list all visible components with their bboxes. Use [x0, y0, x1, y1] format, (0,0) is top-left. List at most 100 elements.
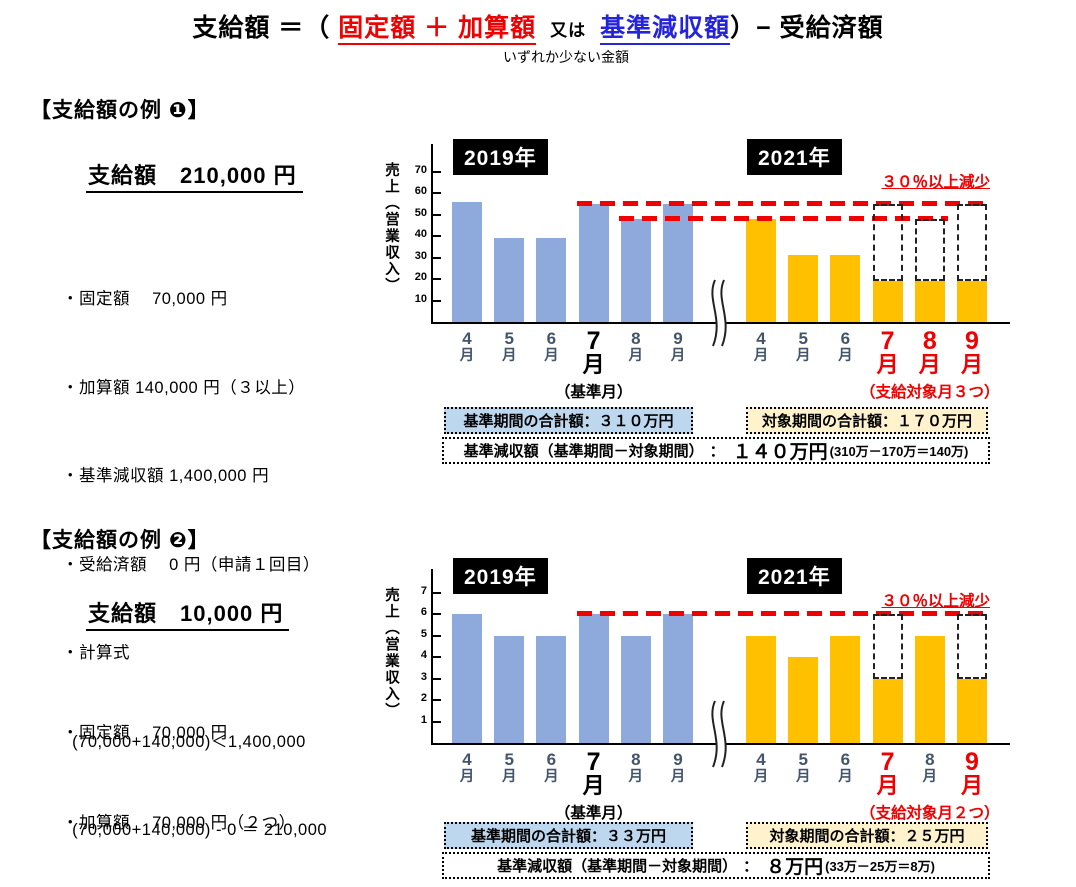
bar-2019年-9月 — [663, 614, 693, 743]
bar-2021年-7月 — [872, 678, 903, 743]
reference-line-55 — [576, 200, 990, 206]
bar-2021年-4月 — [746, 635, 776, 743]
target-months-note: （支給対象月３つ） — [860, 384, 1000, 401]
bar-2019年-7月 — [578, 614, 609, 743]
y-tick-mark — [433, 170, 441, 173]
y-tick-mark — [433, 213, 441, 216]
bar-2021年-5月 — [788, 255, 819, 322]
y-tick-label: 50 — [414, 206, 427, 219]
year-chip-2021年: 2021年 — [747, 139, 842, 175]
detail-line: ・基準減収額 1,400,000 円 — [62, 467, 270, 485]
bar-2019年-4月 — [452, 201, 482, 322]
y-tick-mark — [433, 699, 441, 701]
detail-line: (70,000+140,000) - 0 ＝ 210,000 — [62, 821, 328, 839]
decline-annotation: ３０％以上減少 — [881, 593, 990, 610]
y-tick-label: 40 — [414, 228, 427, 240]
bar-2021年-7月 — [872, 281, 903, 322]
y-tick-label: 7 — [420, 584, 427, 597]
bar-2019年-7月 — [578, 203, 609, 322]
base-period-total-box-2: 基準期間の合計額：３３万円 — [444, 822, 693, 849]
example-1-amount: 支給額 210,000 円 — [86, 158, 303, 193]
formula-title: 支給額 ＝（ 固定額 ＋ 加算額 又は 基準減収額）− 受給済額 — [0, 8, 1076, 45]
bar-2019年-8月 — [620, 635, 651, 743]
y-tick-label: 3 — [420, 670, 427, 683]
y-axis-label: 売上（営業収入） — [383, 587, 399, 719]
detail-line: (70,000+140,000)＜1,400,000 — [62, 732, 306, 751]
y-tick-mark — [433, 634, 441, 637]
result-label: 基準減収額（基準期間－対象期間） — [463, 443, 704, 460]
example-2-amount-text: 支給額 10,000 円 — [86, 601, 290, 631]
y-tick-label: 10 — [414, 292, 427, 305]
ghost-bar-9月 — [957, 203, 987, 282]
detail-line: ・加算額 140,000 円（３以上） — [62, 378, 306, 397]
y-axis-label: 売上（営業収入） — [383, 162, 399, 294]
base-decrease-result-box-2: 基準減収額（基準期間－対象期間） ： ８万円 (33万－25万＝8万) — [442, 852, 990, 879]
y-tick-mark — [433, 720, 441, 723]
y-axis-line — [431, 569, 433, 743]
example-1-details: ・固定額 70,000 円 ・加算額 140,000 円（３以上） ・基準減収額… — [62, 226, 327, 887]
y-tick-label: 4 — [420, 649, 427, 661]
y-tick-label: 6 — [420, 606, 427, 618]
reference-line-48 — [618, 215, 948, 221]
y-tick-mark — [433, 613, 441, 615]
y-tick-mark — [433, 591, 441, 594]
result-value: １４０万円 — [732, 442, 828, 463]
y-tick-label: 5 — [420, 627, 427, 640]
example-2-amount: 支給額 10,000 円 — [86, 596, 290, 631]
sales-chart-example-2: 売上（営業収入） 1 2 3 4 5 6 7 2019年 2021年 4 月 5 月 6 月 7 月 8 月 9 月 4 月 5… — [380, 555, 1076, 887]
bar-2021年-9月 — [957, 678, 987, 743]
result-label: 基準減収額（基準期間－対象期間） — [497, 858, 738, 875]
year-chip-2021年: 2021年 — [747, 558, 842, 594]
y-tick-label: 70 — [414, 163, 427, 176]
base-decrease-result-box-1: 基準減収額（基準期間－対象期間） ： １４０万円 (310万－170万＝140万… — [442, 437, 990, 464]
bar-2021年-9月 — [957, 281, 987, 322]
y-tick-label: 60 — [414, 185, 427, 197]
detail-line: ・加算額 70,000 円（２つ） — [62, 814, 296, 832]
y-axis-line — [431, 144, 433, 322]
target-months-note: （支給対象月２つ） — [860, 805, 1000, 822]
bar-2021年-4月 — [746, 218, 776, 322]
formula-note: いずれか少ない金額 — [503, 49, 629, 65]
decline-annotation: ３０％以上減少 — [881, 174, 990, 191]
result-calc: (33万－25万＝8万) — [825, 859, 935, 874]
result-value: ８万円 — [766, 857, 824, 878]
base-month-note: （基準月） — [554, 384, 633, 401]
axis-break-icon — [702, 276, 736, 350]
y-tick-mark — [433, 656, 441, 658]
ghost-bar-9月 — [957, 614, 987, 679]
result-colon: ： — [709, 443, 725, 460]
bar-2019年-5月 — [494, 635, 525, 743]
bar-2019年-9月 — [663, 203, 693, 322]
detail-line: ・受給済額 0 円（申請１回目） — [62, 555, 320, 574]
y-tick-label: 20 — [414, 271, 427, 283]
y-tick-mark — [433, 256, 441, 259]
bar-2021年-6月 — [830, 635, 861, 743]
example-1-amount-text: 支給額 210,000 円 — [86, 163, 303, 193]
bar-2021年-5月 — [788, 657, 819, 743]
ghost-bar-8月 — [914, 218, 945, 282]
bar-2019年-4月 — [452, 614, 482, 743]
reference-line-6 — [576, 611, 990, 616]
example-1-heading: 【支給額の例 ❶】 — [30, 99, 210, 122]
year-chip-2019年: 2019年 — [453, 139, 548, 175]
